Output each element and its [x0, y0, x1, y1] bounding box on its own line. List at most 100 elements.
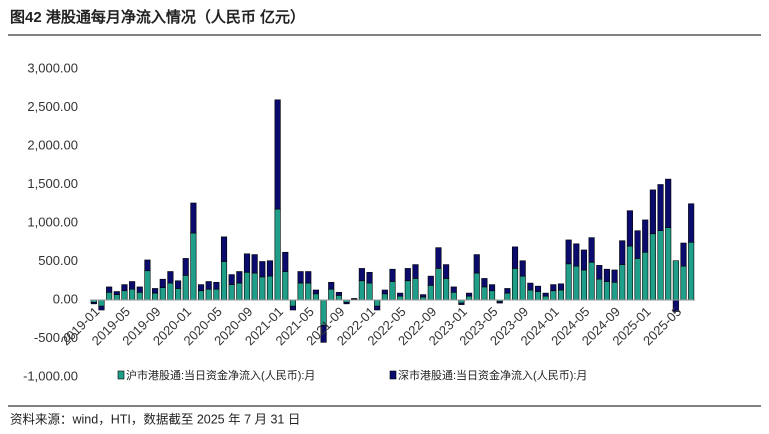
bar	[504, 288, 511, 294]
bar	[197, 290, 205, 301]
bar	[642, 251, 649, 301]
bar	[657, 184, 664, 232]
bar	[619, 240, 626, 265]
bar	[619, 264, 626, 301]
bar	[588, 237, 595, 263]
bar	[136, 291, 143, 301]
bar	[672, 260, 679, 301]
bar	[649, 233, 656, 301]
bar	[542, 292, 549, 297]
bar	[466, 292, 473, 297]
bar	[228, 284, 235, 301]
bar	[404, 280, 411, 301]
bar	[573, 243, 580, 267]
bar	[665, 178, 672, 228]
bar	[175, 288, 182, 301]
bar	[236, 271, 243, 284]
bar	[328, 281, 335, 290]
bar	[251, 272, 258, 301]
y-tick-label: 1,000.00	[27, 214, 78, 229]
bar	[366, 271, 373, 284]
legend-swatch	[389, 370, 397, 380]
bar	[358, 280, 365, 301]
bar	[626, 245, 633, 301]
bar	[680, 242, 687, 267]
bar	[588, 261, 595, 301]
bar	[190, 232, 197, 301]
bar	[665, 227, 672, 301]
bar	[175, 280, 182, 289]
bar	[259, 276, 266, 301]
y-tick-label: 0.00	[53, 291, 78, 306]
bar	[305, 271, 312, 284]
bar	[282, 251, 289, 272]
bar	[412, 278, 419, 301]
bar	[328, 288, 335, 301]
bar	[397, 295, 404, 301]
bar	[580, 269, 588, 301]
bar	[274, 208, 281, 301]
bar	[634, 230, 641, 259]
bar	[450, 291, 457, 301]
y-tick-label: 500.00	[38, 253, 78, 268]
bar	[427, 285, 434, 301]
bar	[381, 289, 388, 295]
bar	[213, 288, 220, 301]
bar	[236, 282, 243, 301]
y-tick-label: 1,500.00	[27, 176, 78, 191]
bar	[466, 295, 473, 301]
y-tick-label: 3,000.00	[27, 60, 78, 75]
bar	[259, 261, 266, 278]
bar	[205, 288, 212, 301]
bar	[404, 268, 411, 282]
bar	[443, 278, 450, 301]
bar	[305, 282, 312, 301]
bar	[550, 290, 557, 301]
bar	[106, 291, 113, 301]
bar	[534, 285, 542, 292]
bar	[152, 292, 159, 301]
bar	[481, 278, 488, 288]
bar	[642, 219, 649, 253]
bar	[481, 286, 488, 301]
bar	[121, 290, 128, 301]
bar	[397, 292, 404, 297]
bar	[182, 258, 189, 276]
bar	[565, 239, 572, 265]
bar	[688, 203, 695, 243]
bar	[611, 281, 618, 301]
bar	[381, 293, 388, 301]
bar	[167, 271, 174, 284]
bar	[167, 282, 174, 301]
bar	[243, 253, 251, 273]
bar	[488, 284, 496, 292]
bar	[113, 294, 120, 301]
bar	[90, 302, 97, 305]
bar	[473, 272, 480, 301]
chart-title: 图42 港股通每月净流入情况（人民币 亿元）	[10, 8, 305, 26]
bar	[159, 278, 166, 288]
bar	[343, 302, 350, 305]
bar	[580, 249, 588, 271]
bar	[213, 281, 220, 290]
bar	[129, 288, 136, 301]
bar	[312, 289, 319, 295]
bar	[113, 291, 120, 295]
bar	[312, 293, 319, 301]
y-tick-label: -500.00	[34, 330, 78, 345]
source: 资料来源：wind，HTI，数据截至 2025 年 7 月 31 日	[10, 411, 300, 426]
bar	[228, 274, 235, 285]
bar	[351, 298, 358, 300]
y-tick-label: 2,500.00	[27, 99, 78, 114]
bar	[473, 254, 480, 274]
y-tick-label: 2,000.00	[27, 137, 78, 152]
legend-label: 深市港股通:当日资金净流入(人民币):月	[398, 368, 587, 382]
bar	[443, 264, 450, 279]
bar	[144, 270, 151, 301]
bar	[190, 202, 197, 234]
bar	[121, 284, 128, 292]
bar	[504, 292, 511, 301]
bar	[374, 299, 381, 307]
y-tick-label: -1,000.00	[23, 368, 78, 383]
bar	[435, 247, 442, 269]
